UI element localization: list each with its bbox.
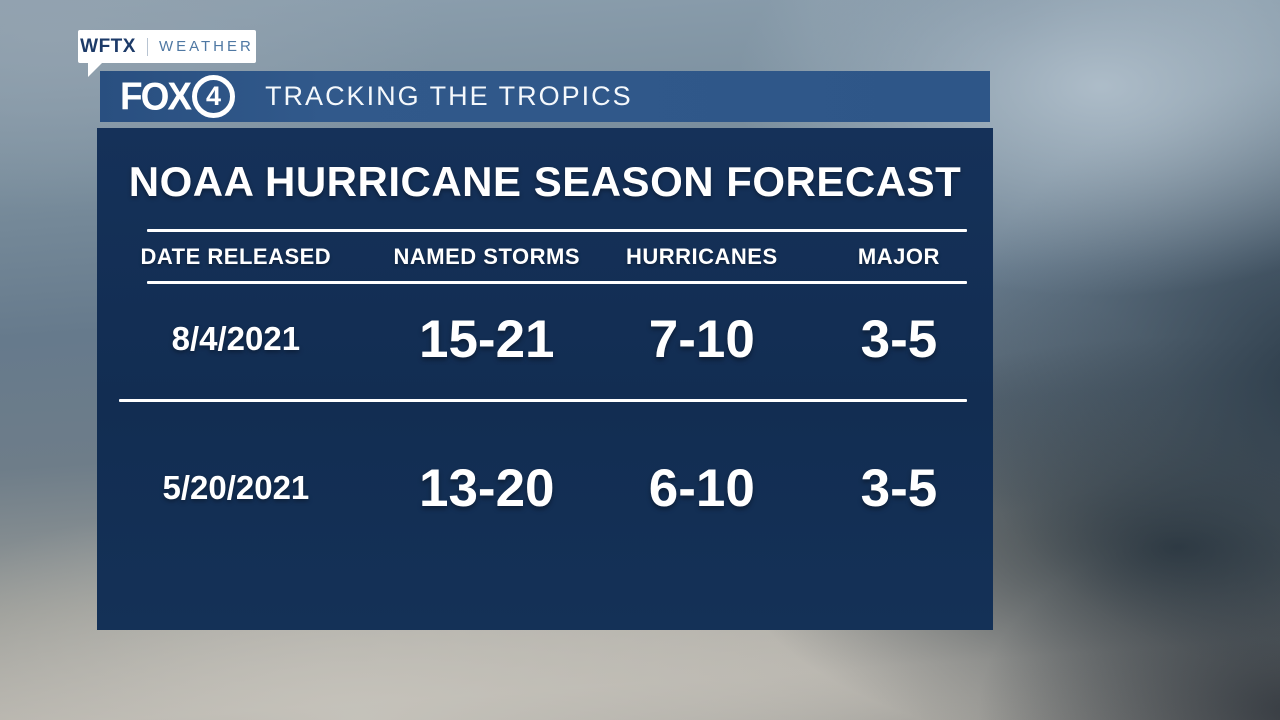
column-header-named-storms: NAMED STORMS [393,243,580,269]
banner-title: TRACKING THE TROPICS [265,81,633,111]
badge-divider [146,37,148,56]
station-badge: WFTX WEATHER [78,30,256,63]
header-rule-top [147,229,967,232]
fox-logo-text: FOX [120,74,192,118]
named-storms-value: 13-20 [418,458,555,518]
hurricanes-value: 6-10 [648,458,755,518]
header-rule-bottom [147,281,967,284]
named-storms-value: 15-21 [418,309,555,369]
column-header-date-released: DATE RELEASED [140,243,332,269]
fox-logo-circle: 4 [192,75,236,118]
top-banner: FOX 4 TRACKING THE TROPICS [100,71,990,122]
fox4-logo: FOX 4 [120,74,236,118]
panel-title: NOAA HURRICANE SEASON FORECAST [128,158,962,205]
major-value: 3-5 [860,458,938,518]
station-department-label: WEATHER [158,38,254,55]
row-divider-rule [119,399,967,402]
hurricanes-value: 7-10 [648,309,755,369]
column-header-major: MAJOR [857,243,940,269]
badge-speech-tail [88,62,103,77]
date-released-value: 5/20/2021 [162,469,310,506]
fox-logo-channel-number: 4 [206,81,222,111]
column-header-hurricanes: HURRICANES [625,243,778,269]
column-header-row: DATE RELEASED NAMED STORMS HURRICANES MA… [97,232,993,281]
forecast-panel: NOAA HURRICANE SEASON FORECAST DATE RELE… [97,128,993,630]
forecast-row-may: 5/20/2021 13-20 6-10 3-5 [97,424,993,552]
date-released-value: 8/4/2021 [171,320,301,357]
forecast-row-august: 8/4/2021 15-21 7-10 3-5 [97,286,993,392]
major-value: 3-5 [860,309,938,369]
station-call-letters: WFTX [80,35,136,57]
